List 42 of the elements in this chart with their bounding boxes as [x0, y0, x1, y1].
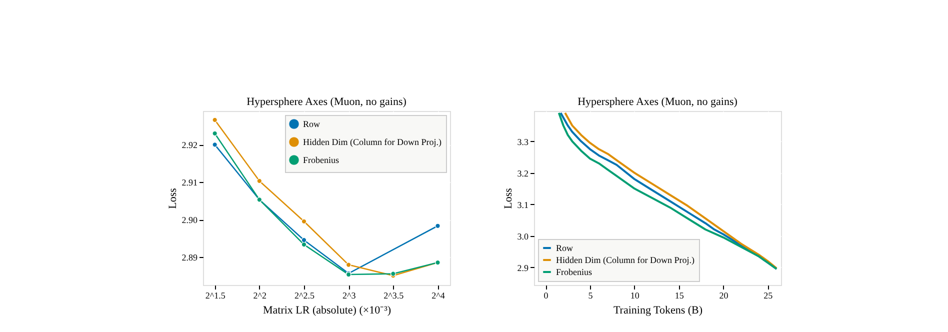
x-tick-label: 2^1.5: [205, 290, 226, 300]
legend-label: Row: [556, 243, 574, 253]
y-tick-label: 2.91: [182, 178, 198, 188]
legend-label: Hidden Dim (Column for Down Proj.): [303, 137, 442, 147]
y-axis-title: Loss: [502, 188, 514, 209]
x-tick-label: 2^2.5: [294, 290, 315, 300]
x-tick-label: 15: [674, 290, 684, 300]
x-axis-title: Training Tokens (B): [613, 304, 703, 316]
y-tick-label: 3.0: [517, 231, 529, 242]
point: [212, 142, 218, 148]
point: [301, 237, 307, 243]
point: [256, 178, 262, 184]
chart-title: Hypersphere Axes (Muon, no gains): [578, 96, 738, 108]
x-tick-label: 2^3.5: [384, 290, 404, 300]
y-tick-label: 3.3: [517, 136, 529, 147]
point: [212, 117, 218, 123]
legend-label: Frobenius: [303, 155, 340, 165]
x-tick-label: 0: [544, 290, 549, 300]
x-tick-label: 10: [630, 290, 640, 300]
x-tick-label: 2^4: [432, 290, 446, 300]
point: [301, 218, 307, 224]
y-axis-title: Loss: [166, 188, 179, 209]
y-tick-label: 2.9: [517, 262, 529, 273]
y-tick-label: 2.90: [182, 215, 198, 226]
legend-label: Frobenius: [556, 267, 592, 277]
point: [212, 130, 218, 136]
point: [346, 262, 352, 268]
legend-label: Row: [303, 119, 321, 129]
y-tick-label: 2.92: [182, 140, 198, 150]
y-tick-label: 3.1: [517, 200, 528, 210]
chart-title: Hypersphere Axes (Muon, no gains): [246, 96, 407, 108]
y-tick-label: 3.2: [517, 168, 528, 178]
x-tick-label: 2^2: [253, 290, 267, 300]
point: [435, 223, 440, 229]
x-tick-label: 5: [588, 290, 594, 300]
x-tick-label: 2^3: [342, 290, 356, 300]
point: [301, 242, 307, 248]
y-tick-label: 2.89: [182, 252, 198, 262]
x-tick-label: 25: [764, 290, 774, 300]
x-axis-title: Matrix LR (absolute) (×10⁻³): [262, 304, 392, 316]
legend-label: Hidden Dim (Column for Down Proj.): [556, 255, 694, 265]
x-tick-label: 20: [719, 290, 729, 300]
